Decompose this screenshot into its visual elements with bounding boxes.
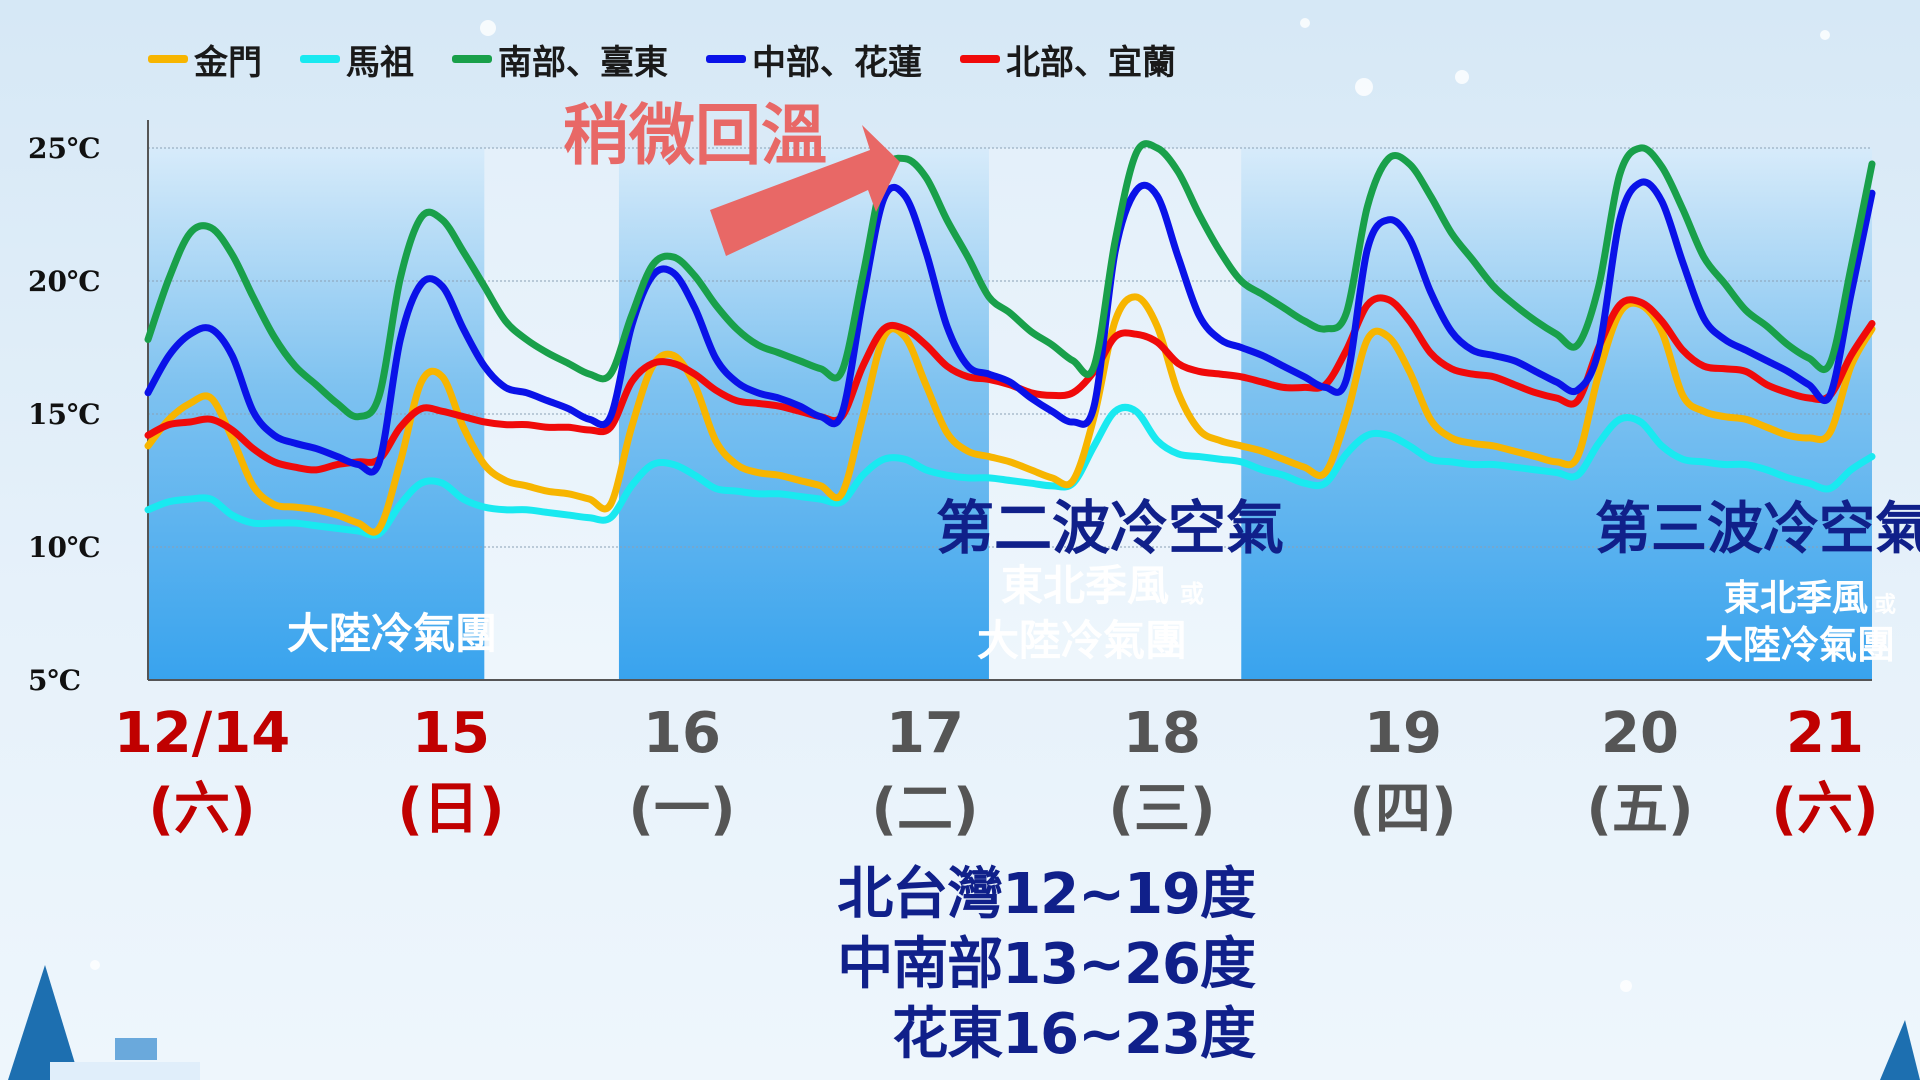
y-tick-label: 20℃ <box>28 265 101 298</box>
legend-label: 南部、臺東 <box>498 42 668 83</box>
x-tick-date: 18 <box>1123 701 1201 766</box>
x-tick-weekday: (五) <box>1586 777 1693 842</box>
y-tick-label: 10℃ <box>28 531 101 564</box>
snowflake <box>90 960 100 970</box>
x-tick-weekday: (二) <box>871 777 978 842</box>
snowflake <box>1820 30 1830 40</box>
wave3-title: 第三波冷空氣 <box>1595 497 1920 562</box>
legend-label: 馬祖 <box>346 42 414 83</box>
legend-item: 金門 <box>148 35 262 84</box>
y-tick-label: 25℃ <box>28 132 101 165</box>
x-tick-weekday: (三) <box>1108 777 1215 842</box>
x-tick-date: 21 <box>1786 701 1864 766</box>
legend-swatch <box>148 55 188 63</box>
snowflake <box>1355 78 1373 96</box>
legend-label: 北部、宜蘭 <box>1006 42 1176 83</box>
x-tick-weekday: (六) <box>1771 777 1878 842</box>
x-tick-date: 15 <box>412 701 490 766</box>
legend-item: 北部、宜蘭 <box>960 35 1176 84</box>
legend-item: 中部、花蓮 <box>706 35 922 84</box>
legend-label: 金門 <box>194 42 262 83</box>
wave3-subtitle: 東北季風 <box>1724 578 1868 619</box>
legend-swatch <box>452 55 492 63</box>
wave2-subtitle: 東北季風 <box>1001 561 1169 610</box>
snowflake <box>1455 70 1469 84</box>
x-tick-weekday: (日) <box>397 777 504 842</box>
wave2-airmass: 大陸冷氣團 <box>977 616 1187 665</box>
y-tick-label: 5℃ <box>28 664 81 697</box>
legend-item: 馬祖 <box>300 35 414 84</box>
series-line <box>144 140 1876 421</box>
tree-icon <box>8 965 80 1080</box>
snowflake <box>1300 18 1310 28</box>
series-line <box>144 178 1876 476</box>
legend-label: 中部、花蓮 <box>752 42 922 83</box>
legend-swatch <box>300 55 340 63</box>
x-tick-date: 17 <box>886 701 964 766</box>
y-tick-label: 15℃ <box>28 398 101 431</box>
warming-label: 稍微回溫 <box>563 97 827 174</box>
legend-swatch <box>960 55 1000 63</box>
series-line <box>144 403 1876 539</box>
house-roof <box>50 1062 200 1080</box>
wave2-title: 第二波冷空氣 <box>936 494 1284 562</box>
x-tick-weekday: (一) <box>628 777 735 842</box>
wave3-subtitle-small: 或 <box>1874 592 1896 618</box>
snowflake <box>1620 980 1632 992</box>
x-tick-date: 20 <box>1601 701 1679 766</box>
x-tick-weekday: (六) <box>148 777 255 842</box>
summary-north: 北台灣12~19度 <box>837 862 1256 927</box>
x-tick-date: 12/14 <box>114 701 290 766</box>
wave1-airmass: 大陸冷氣團 <box>287 609 497 658</box>
warming-arrow <box>710 125 900 256</box>
summary-hualien-taitung: 花東16~23度 <box>892 1002 1256 1067</box>
x-tick-date: 16 <box>643 701 721 766</box>
tree-icon <box>1880 1020 1920 1080</box>
chart-legend: 金門 馬祖 南部、臺東 中部、花蓮 北部、宜蘭 <box>148 38 1176 83</box>
legend-item: 南部、臺東 <box>452 35 668 84</box>
legend-swatch <box>706 55 746 63</box>
wave2-subtitle-small: 或 <box>1180 580 1204 608</box>
x-tick-date: 19 <box>1364 701 1442 766</box>
house-icon <box>115 1038 157 1060</box>
summary-central-south: 中南部13~26度 <box>837 932 1256 997</box>
series-line <box>144 293 1876 536</box>
wave3-airmass: 大陸冷氣團 <box>1705 623 1895 667</box>
x-tick-weekday: (四) <box>1349 777 1456 842</box>
snowflake <box>480 20 496 36</box>
